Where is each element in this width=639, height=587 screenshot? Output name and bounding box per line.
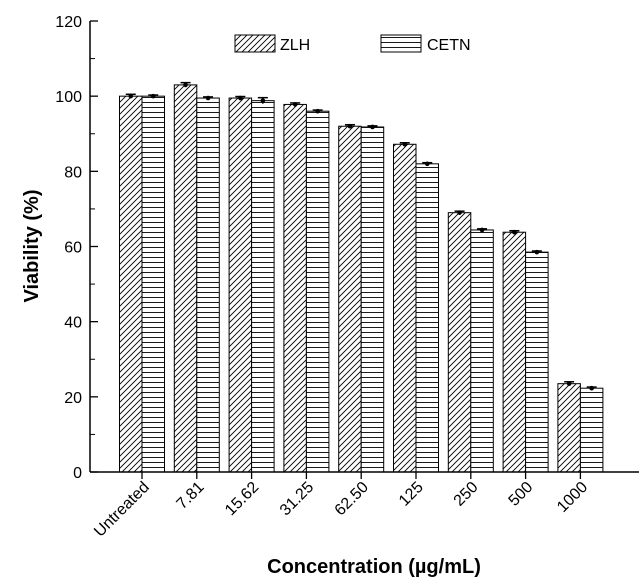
error-point bbox=[402, 141, 408, 147]
error-bars-layer bbox=[125, 81, 597, 391]
error-point bbox=[260, 98, 266, 103]
error-point bbox=[150, 93, 156, 99]
bar-zlh bbox=[228, 97, 253, 473]
error-point bbox=[238, 95, 243, 101]
bar-cetn bbox=[305, 110, 330, 473]
y-tick-label: 60 bbox=[64, 240, 82, 257]
y-ticks: 0 20 40 60 80 100 120 bbox=[55, 14, 98, 482]
error-point bbox=[315, 108, 320, 114]
bar-cetn bbox=[525, 251, 549, 473]
bar-zlh bbox=[557, 383, 581, 473]
x-tick-label: 7.81 bbox=[174, 479, 208, 513]
error-point bbox=[534, 249, 540, 255]
error-point bbox=[292, 102, 298, 107]
x-tick-label: 15.62 bbox=[222, 479, 262, 519]
error-point bbox=[128, 93, 134, 99]
y-tick-label: 80 bbox=[64, 164, 82, 181]
error-point bbox=[457, 210, 462, 215]
bar-cetn bbox=[579, 387, 604, 473]
x-tick-label: 62.50 bbox=[332, 479, 372, 519]
error-point bbox=[512, 229, 517, 235]
bar-cetn bbox=[470, 229, 494, 473]
error-point bbox=[183, 82, 188, 88]
bars-layer bbox=[119, 84, 604, 473]
y-tick-label: 0 bbox=[73, 465, 82, 482]
error-point bbox=[479, 227, 485, 233]
bar-cetn bbox=[196, 97, 220, 473]
bar-cetn bbox=[415, 163, 439, 473]
y-tick-label: 100 bbox=[55, 89, 82, 106]
error-point bbox=[370, 124, 375, 130]
y-tick-label: 120 bbox=[55, 14, 82, 31]
bar-cetn bbox=[251, 100, 275, 473]
x-ticks: Untreated 7.81 15.62 31.25 62.50 125 250 500 100… bbox=[91, 472, 591, 541]
x-tick-label: 250 bbox=[451, 479, 482, 510]
error-point bbox=[589, 385, 594, 391]
x-tick-label: 1000 bbox=[554, 479, 591, 516]
bar-zlh bbox=[447, 212, 472, 473]
x-tick-label: 500 bbox=[506, 479, 537, 510]
bar-zlh bbox=[173, 84, 198, 473]
bar-cetn bbox=[141, 95, 165, 473]
x-tick-label: 125 bbox=[396, 479, 427, 510]
x-axis-title: Concentration (µg/mL) bbox=[267, 556, 481, 578]
bar-zlh bbox=[119, 95, 143, 473]
y-axis-title: Viability (%) bbox=[21, 190, 43, 303]
bar-zlh bbox=[502, 231, 527, 473]
error-point bbox=[424, 161, 430, 167]
bar-zlh bbox=[393, 143, 417, 473]
y-tick-label: 40 bbox=[64, 315, 82, 332]
error-point bbox=[347, 123, 353, 129]
y-tick-label: 20 bbox=[64, 390, 82, 407]
bar-zlh bbox=[338, 125, 362, 473]
error-point bbox=[566, 381, 572, 386]
bar-cetn bbox=[360, 126, 385, 473]
x-tick-label: 31.25 bbox=[277, 479, 317, 519]
x-tick-label: Untreated bbox=[91, 479, 153, 541]
legend-label-zlh: ZLH bbox=[280, 37, 310, 54]
legend: ZLH CETN bbox=[234, 34, 471, 54]
legend-swatch-zlh bbox=[234, 34, 276, 53]
legend-label-cetn: CETN bbox=[427, 37, 471, 54]
bar-zlh bbox=[283, 103, 307, 473]
error-point bbox=[205, 95, 211, 101]
legend-swatch-cetn bbox=[380, 34, 422, 53]
